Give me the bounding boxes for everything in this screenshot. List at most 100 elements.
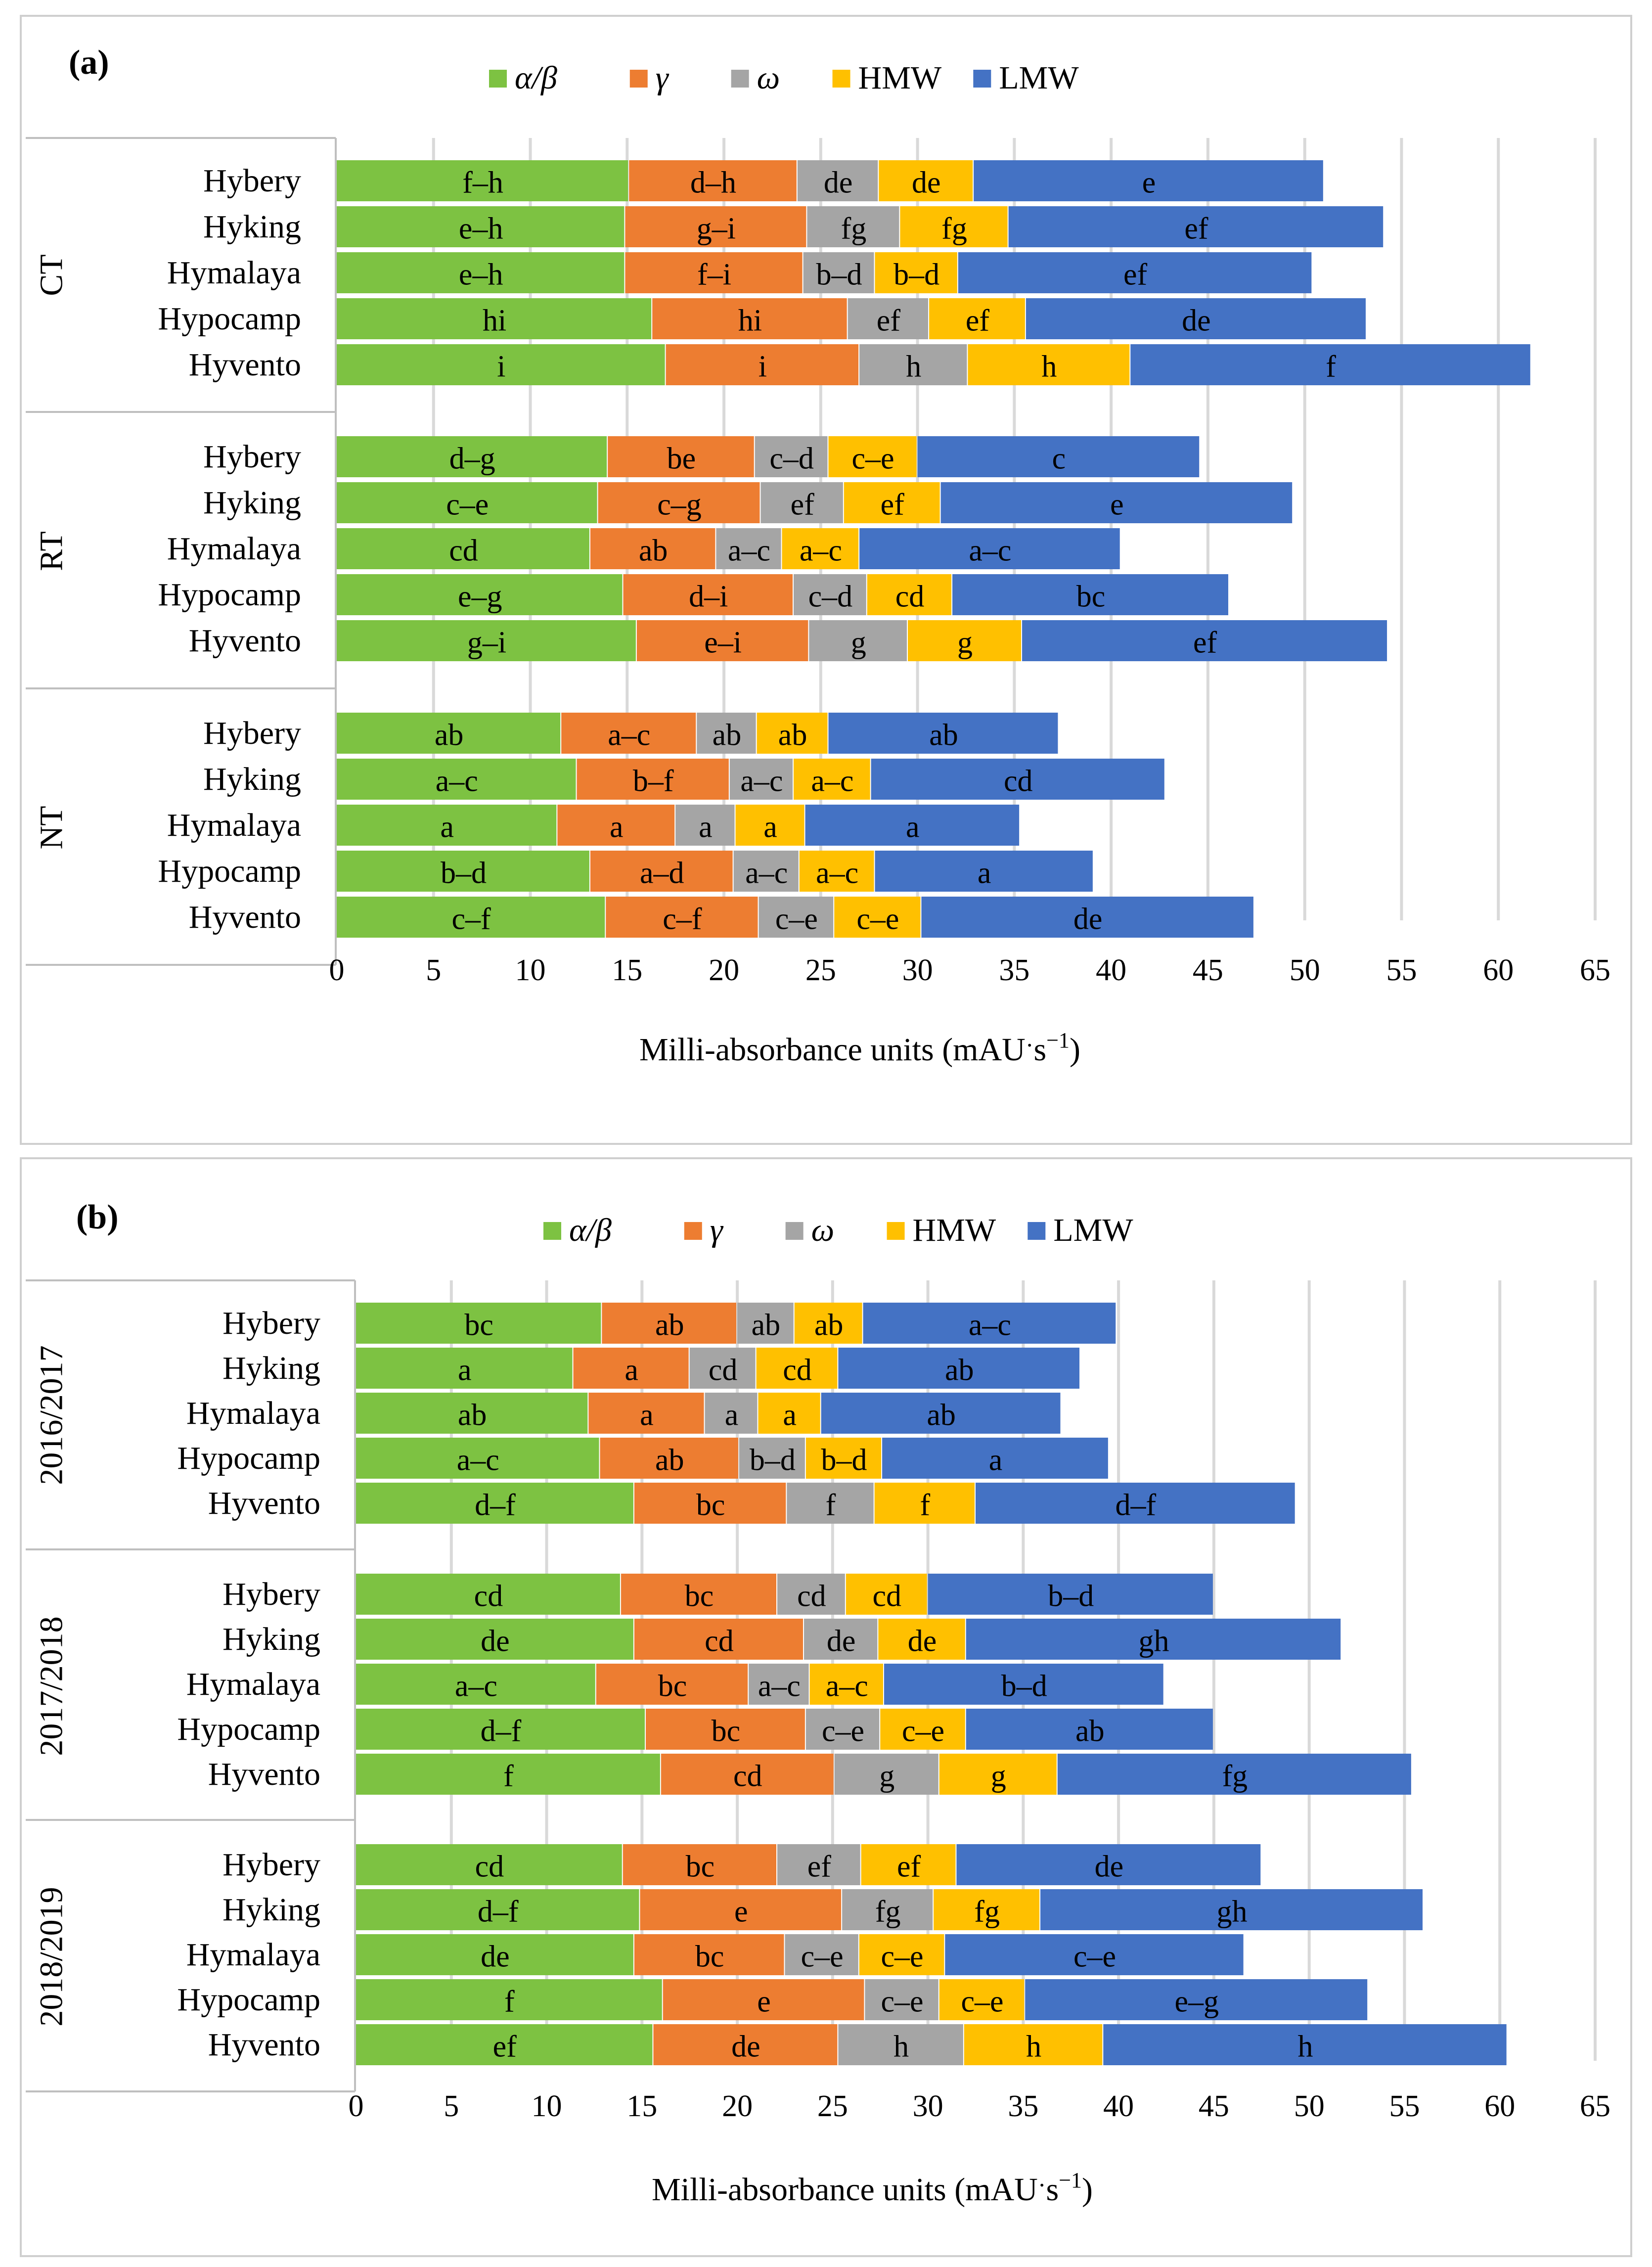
legend-swatch-alpha-beta	[489, 70, 507, 88]
panel-label-b: (b)	[76, 1198, 119, 1236]
category-label-2017-2018-hyking: Hyking	[223, 1621, 320, 1657]
data-label-2018-2019-hyking-alpha-beta: d–f	[478, 1895, 519, 1929]
bar-2016-2017-hyvento-hmw	[874, 1483, 975, 1524]
bar-nt-hybery-alpha-beta	[337, 713, 561, 754]
data-label-nt-hyvento-lmw: de	[1073, 903, 1103, 936]
data-label-2017-2018-hyvento-lmw: fg	[1222, 1760, 1248, 1793]
data-label-2016-2017-hyking-gamma: a	[625, 1354, 638, 1387]
bar-ct-hyking-lmw	[1008, 206, 1384, 247]
bar-2018-2019-hypocamp-alpha-beta	[356, 1979, 662, 2020]
category-label-2016-2017-hypocamp: Hypocamp	[177, 1440, 320, 1476]
bar-2016-2017-hybery-lmw	[863, 1303, 1116, 1344]
bar-nt-hypocamp-alpha-beta	[337, 851, 589, 892]
bar-2016-2017-hybery-gamma	[602, 1303, 737, 1344]
data-label-ct-hyvento-gamma: i	[759, 350, 767, 384]
data-label-rt-hyvento-hmw: g	[957, 626, 973, 660]
data-label-rt-hybery-gamma: be	[667, 442, 696, 476]
bar-2017-2018-hyking-gamma	[634, 1619, 804, 1660]
legend-label-hmw: HMW	[913, 1212, 996, 1248]
data-label-rt-hypocamp-lmw: bc	[1076, 580, 1106, 614]
bar-ct-hyking-hmw	[900, 206, 1008, 247]
data-label-rt-hypocamp-omega: c–d	[808, 580, 853, 614]
panel-a: (a) α/β γ ω HMW LMW CT Hybery f–h d–h de de e Hyking e…	[20, 15, 1632, 1145]
bar-rt-hybery-omega	[755, 436, 828, 477]
legend-label-gamma: γ	[710, 1212, 724, 1248]
data-label-nt-hyvento-hmw: c–e	[856, 903, 899, 936]
group-label-2016-2017: 2016/2017	[34, 1345, 70, 1485]
bar-ct-hymalaya-lmw	[958, 252, 1312, 293]
category-label-2016-2017-hymalaya: Hymalaya	[186, 1395, 320, 1431]
bar-ct-hyking-alpha-beta	[337, 206, 625, 247]
data-label-2016-2017-hyvento-omega: f	[826, 1489, 836, 1522]
data-label-nt-hyvento-gamma: c–f	[663, 903, 702, 936]
bar-2017-2018-hymalaya-omega	[749, 1664, 809, 1705]
data-label-ct-hymalaya-lmw: ef	[1123, 258, 1148, 292]
tick-label-45: 45	[1193, 953, 1223, 987]
bar-2017-2018-hybery-hmw	[846, 1574, 927, 1615]
x-axis-title: Milli-absorbance units (mAU·s−1)	[652, 2168, 1093, 2208]
tick-label-60: 60	[1483, 953, 1514, 987]
category-label-2017-2018-hyvento: Hyvento	[208, 1756, 320, 1792]
data-label-rt-hymalaya-omega: a–c	[728, 534, 770, 568]
bar-2018-2019-hyvento-omega	[838, 2024, 963, 2065]
data-label-nt-hypocamp-omega: a–c	[745, 857, 788, 890]
data-label-rt-hyking-lmw: e	[1110, 488, 1124, 522]
category-label-ct-hybery: Hybery	[203, 163, 301, 199]
data-label-2018-2019-hyking-hmw: fg	[974, 1895, 1000, 1929]
data-label-nt-hypocamp-hmw: a–c	[816, 857, 858, 890]
data-label-2016-2017-hyking-omega: cd	[709, 1354, 738, 1387]
bar-2017-2018-hyvento-hmw	[939, 1754, 1057, 1795]
tick-label-55: 55	[1386, 953, 1417, 987]
bar-2016-2017-hyvento-omega	[787, 1483, 874, 1524]
bar-nt-hyking-gamma	[577, 759, 729, 800]
data-label-rt-hyking-hmw: ef	[881, 488, 905, 522]
bar-2016-2017-hypocamp-alpha-beta	[356, 1438, 599, 1479]
legend-swatch-hmw	[887, 1222, 905, 1240]
data-label-2017-2018-hybery-omega: cd	[797, 1580, 826, 1613]
category-label-2018-2019-hymalaya: Hymalaya	[186, 1937, 320, 1973]
legend-label-lmw: LMW	[999, 60, 1079, 96]
data-label-ct-hyking-lmw: ef	[1184, 212, 1208, 246]
bar-2016-2017-hypocamp-gamma	[600, 1438, 738, 1479]
bar-2018-2019-hypocamp-hmw	[939, 1979, 1025, 2020]
data-label-2018-2019-hymalaya-omega: c–e	[801, 1940, 844, 1974]
bar-rt-hybery-gamma	[608, 436, 754, 477]
data-label-rt-hypocamp-alpha-beta: e–g	[458, 580, 502, 614]
bar-2016-2017-hybery-alpha-beta	[356, 1303, 601, 1344]
data-label-ct-hyking-alpha-beta: e–h	[459, 212, 503, 246]
data-label-nt-hybery-hmw: ab	[778, 719, 807, 752]
tick-label-25: 25	[817, 2089, 848, 2123]
bar-ct-hypocamp-alpha-beta	[337, 298, 652, 339]
tick-label-0: 0	[349, 2089, 364, 2123]
bar-ct-hyvento-hmw	[968, 344, 1130, 385]
data-label-nt-hymalaya-alpha-beta: a	[440, 811, 454, 844]
data-label-ct-hyking-gamma: g–i	[697, 212, 736, 246]
data-label-2016-2017-hymalaya-omega: a	[725, 1399, 739, 1432]
data-label-2018-2019-hybery-hmw: ef	[897, 1850, 921, 1884]
bar-2018-2019-hypocamp-lmw	[1025, 1979, 1368, 2020]
data-label-2016-2017-hymalaya-gamma: a	[640, 1399, 654, 1432]
data-label-nt-hyvento-alpha-beta: c–f	[452, 903, 491, 936]
legend-swatch-gamma	[629, 70, 648, 88]
data-label-nt-hyvento-omega: c–e	[775, 903, 818, 936]
bar-2018-2019-hyvento-lmw	[1103, 2024, 1507, 2065]
bar-2018-2019-hyking-lmw	[1040, 1889, 1423, 1930]
data-label-2017-2018-hymalaya-lmw: b–d	[1001, 1670, 1047, 1703]
chart-a: (a) α/β γ ω HMW LMW CT Hybery f–h d–h de de e Hyking e…	[26, 44, 1610, 1068]
data-label-2018-2019-hymalaya-lmw: c–e	[1073, 1940, 1116, 1974]
bar-ct-hypocamp-gamma	[652, 298, 847, 339]
panel-label-a: (a)	[69, 44, 109, 82]
category-label-2017-2018-hypocamp: Hypocamp	[177, 1711, 320, 1747]
data-label-ct-hyking-hmw: fg	[941, 212, 967, 246]
data-label-nt-hybery-omega: ab	[713, 719, 742, 752]
tick-label-30: 30	[913, 2089, 943, 2123]
bar-2016-2017-hybery-omega	[737, 1303, 794, 1344]
category-label-ct-hyvento: Hyvento	[189, 347, 301, 383]
data-label-2016-2017-hyvento-lmw: d–f	[1116, 1489, 1157, 1522]
bar-nt-hymalaya-hmw	[735, 805, 804, 846]
bar-2017-2018-hymalaya-lmw	[884, 1664, 1163, 1705]
bar-2016-2017-hymalaya-omega	[705, 1393, 758, 1434]
data-label-rt-hymalaya-lmw: a–c	[969, 534, 1011, 568]
bar-nt-hypocamp-gamma	[590, 851, 733, 892]
data-label-2018-2019-hymalaya-alpha-beta: de	[481, 1940, 510, 1974]
